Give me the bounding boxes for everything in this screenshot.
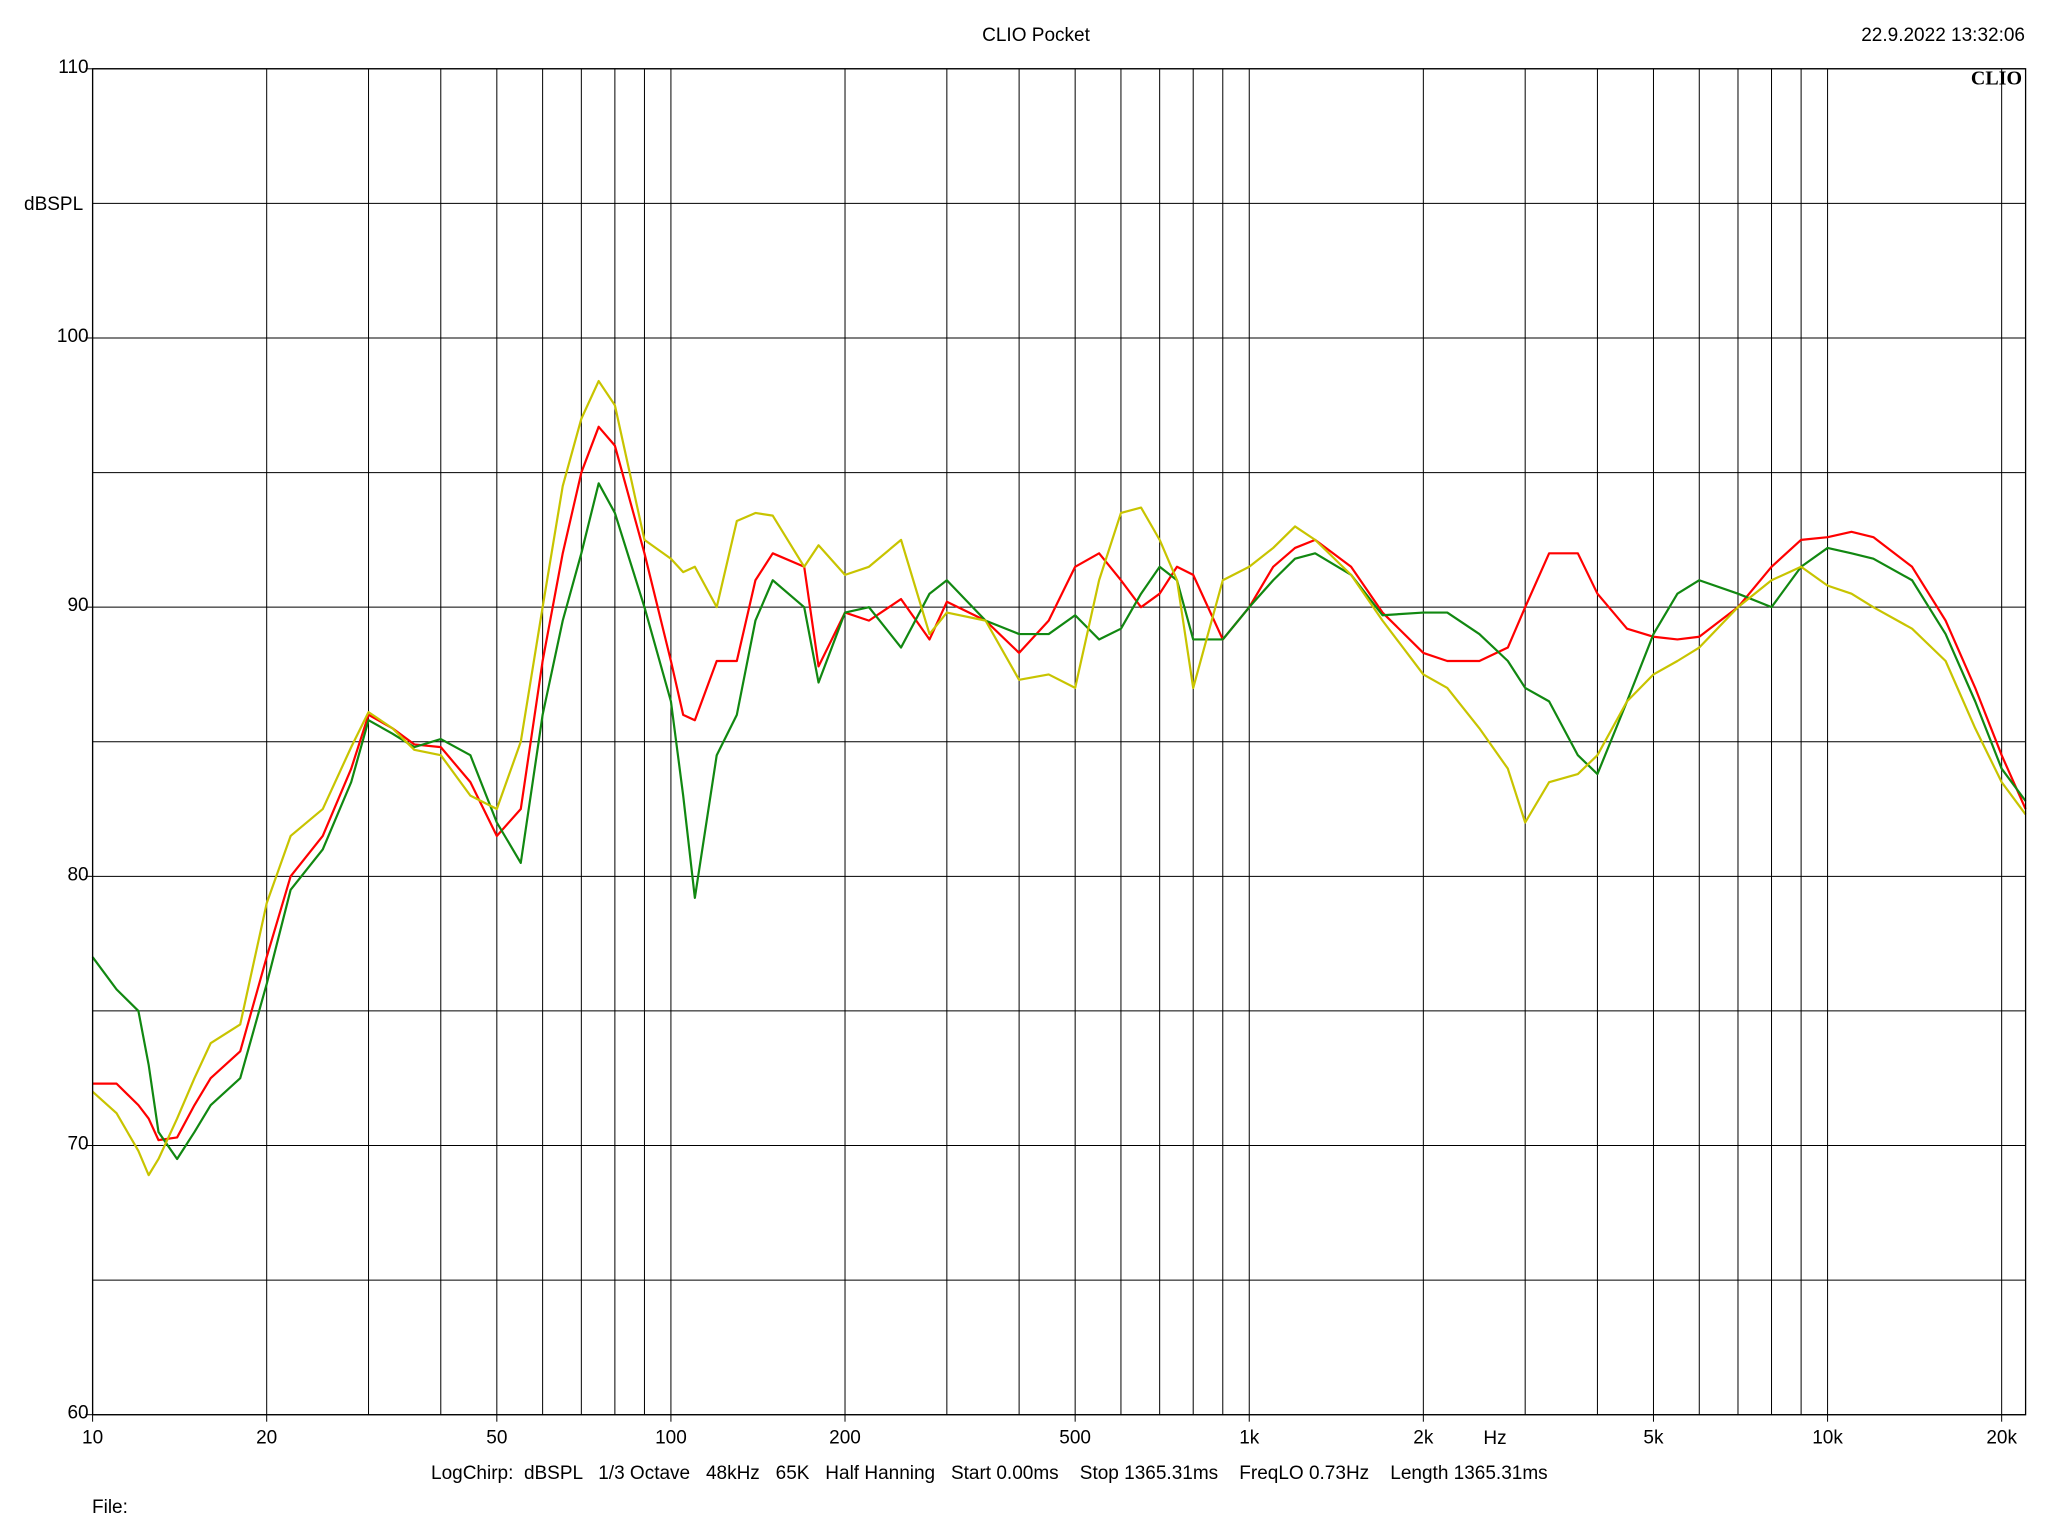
x-tick-label: 50 (486, 1428, 507, 1449)
y-tick-label: 70 (67, 1134, 88, 1155)
y-axis-label: dBSPL (24, 194, 83, 215)
y-tick-label: 100 (57, 326, 89, 347)
y-tick-label: 90 (67, 595, 88, 616)
x-tick-label: 200 (829, 1428, 861, 1449)
x-tick-label: 10k (1812, 1428, 1843, 1449)
x-tick-label: 10 (82, 1428, 103, 1449)
footer: LogChirp: dBSPL 1/3 Octave 48kHz 65K Hal… (431, 1463, 1548, 1484)
x-tick-label: 20 (256, 1428, 277, 1449)
logo: CLIO (1971, 68, 2022, 90)
x-tick-label: 5k (1643, 1428, 1664, 1449)
y-tick-label: 60 (67, 1403, 88, 1424)
x-tick-label: 1k (1239, 1428, 1260, 1449)
file-label: File: (92, 1497, 128, 1518)
series-line (92, 425, 2027, 1142)
y-tick-label: 110 (58, 57, 88, 78)
y-tick-label: 80 (67, 864, 88, 885)
series-line (91, 379, 2027, 1177)
x-tick-label: 500 (1059, 1428, 1091, 1449)
series-line (91, 482, 2027, 1161)
timestamp: 22.9.2022 13:32:06 (1861, 25, 2025, 46)
x-tick-label: 100 (655, 1428, 687, 1449)
x-tick-label: 20k (1986, 1428, 2017, 1449)
x-axis-label: Hz (1483, 1428, 1506, 1449)
plot-frame (91, 68, 2027, 1416)
chart-title: CLIO Pocket (982, 25, 1090, 46)
x-tick-label: 2k (1413, 1428, 1434, 1449)
